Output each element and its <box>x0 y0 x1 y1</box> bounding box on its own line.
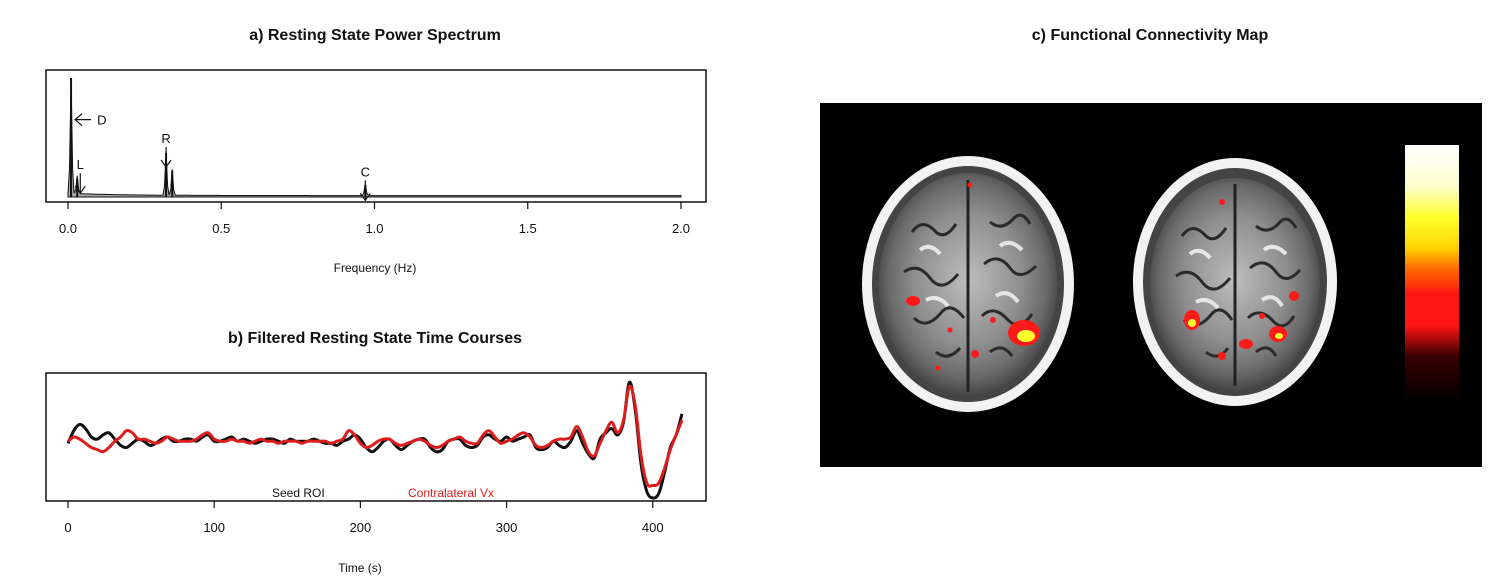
panel-b: b) Filtered Resting State Time Courses 0… <box>45 330 707 575</box>
spectrum-area <box>67 77 682 198</box>
legend-contralateral-vx: Contralateral Vx <box>408 486 494 500</box>
activation-right-spot <box>1259 313 1265 319</box>
activation-left-spot <box>967 182 973 188</box>
panel-a-title: a) Resting State Power Spectrum <box>249 27 501 44</box>
activation-right-core <box>1275 333 1283 339</box>
spectrum-tick-label: 2.0 <box>672 221 690 236</box>
spectrum-tick-label: 1.5 <box>519 221 537 236</box>
series-line-contralateral-vx <box>67 384 684 488</box>
spectrum-annotations: D L R C <box>74 113 371 202</box>
activation-right-spot <box>1239 339 1253 349</box>
sulci-left <box>903 213 1038 358</box>
spectrum-tick-label: 0.5 <box>212 221 230 236</box>
panel-c: c) Functional Connectivity Map <box>820 27 1482 467</box>
timecourse-tick-label: 0 <box>64 520 71 535</box>
panel-a-frame <box>45 69 707 203</box>
activation-left-spot <box>906 296 920 306</box>
annotation-arrowhead <box>74 113 83 127</box>
spectrum-tick-label: 0.0 <box>59 221 77 236</box>
sulci-right <box>1175 217 1302 358</box>
timecourse-plot <box>66 380 684 500</box>
spectrum-x-ticks: 0.0 0.5 1.0 1.5 2.0 <box>59 202 690 236</box>
legend-seed-roi: Seed ROI <box>272 486 325 500</box>
timecourse-x-axis-label: Time (s) <box>338 561 382 575</box>
timecourse-x-ticks: 0 100 200 300 400 <box>64 501 664 535</box>
brain-slice-left <box>862 156 1074 412</box>
spectrum-tick-label: 1.0 <box>365 221 383 236</box>
panel-b-frame <box>45 372 707 502</box>
annotation-arrowhead <box>74 185 86 195</box>
annotation-label-D: D <box>97 113 106 128</box>
panel-c-title: c) Functional Connectivity Map <box>1032 27 1269 44</box>
timecourse-tick-label: 100 <box>203 520 225 535</box>
activation-left-spot <box>935 365 941 371</box>
annotation-arrowhead <box>359 192 371 202</box>
activation-left-spot <box>947 327 953 333</box>
white-matter-left <box>918 240 1024 308</box>
annotation-label-L: L <box>77 157 84 172</box>
annotation-label-R: R <box>161 131 170 146</box>
timecourse-tick-label: 400 <box>642 520 664 535</box>
spectrum-plot <box>67 77 682 198</box>
activation-left-spot <box>990 317 996 323</box>
brain-slice-right <box>1133 158 1337 406</box>
panel-b-title: b) Filtered Resting State Time Courses <box>228 330 522 347</box>
activation-right-core <box>1188 319 1196 327</box>
panel-a: a) Resting State Power Spectrum 0.0 0.5 1.… <box>45 27 707 275</box>
series-line-seed-roi <box>66 380 684 500</box>
spectrum-x-axis-label: Frequency (Hz) <box>334 261 417 275</box>
activation-right-spot <box>1289 291 1299 301</box>
timecourse-tick-label: 300 <box>496 520 518 535</box>
annotation-arrowhead <box>160 159 172 169</box>
annotation-label-C: C <box>361 164 370 179</box>
white-matter-right <box>1188 244 1288 310</box>
timecourse-tick-label: 200 <box>350 520 372 535</box>
activation-left-core <box>1017 330 1035 342</box>
activation-right-spot <box>1218 352 1226 360</box>
activation-right-spot <box>1219 199 1225 205</box>
activation-left-spot <box>971 350 979 358</box>
colorbar <box>1405 145 1459 403</box>
